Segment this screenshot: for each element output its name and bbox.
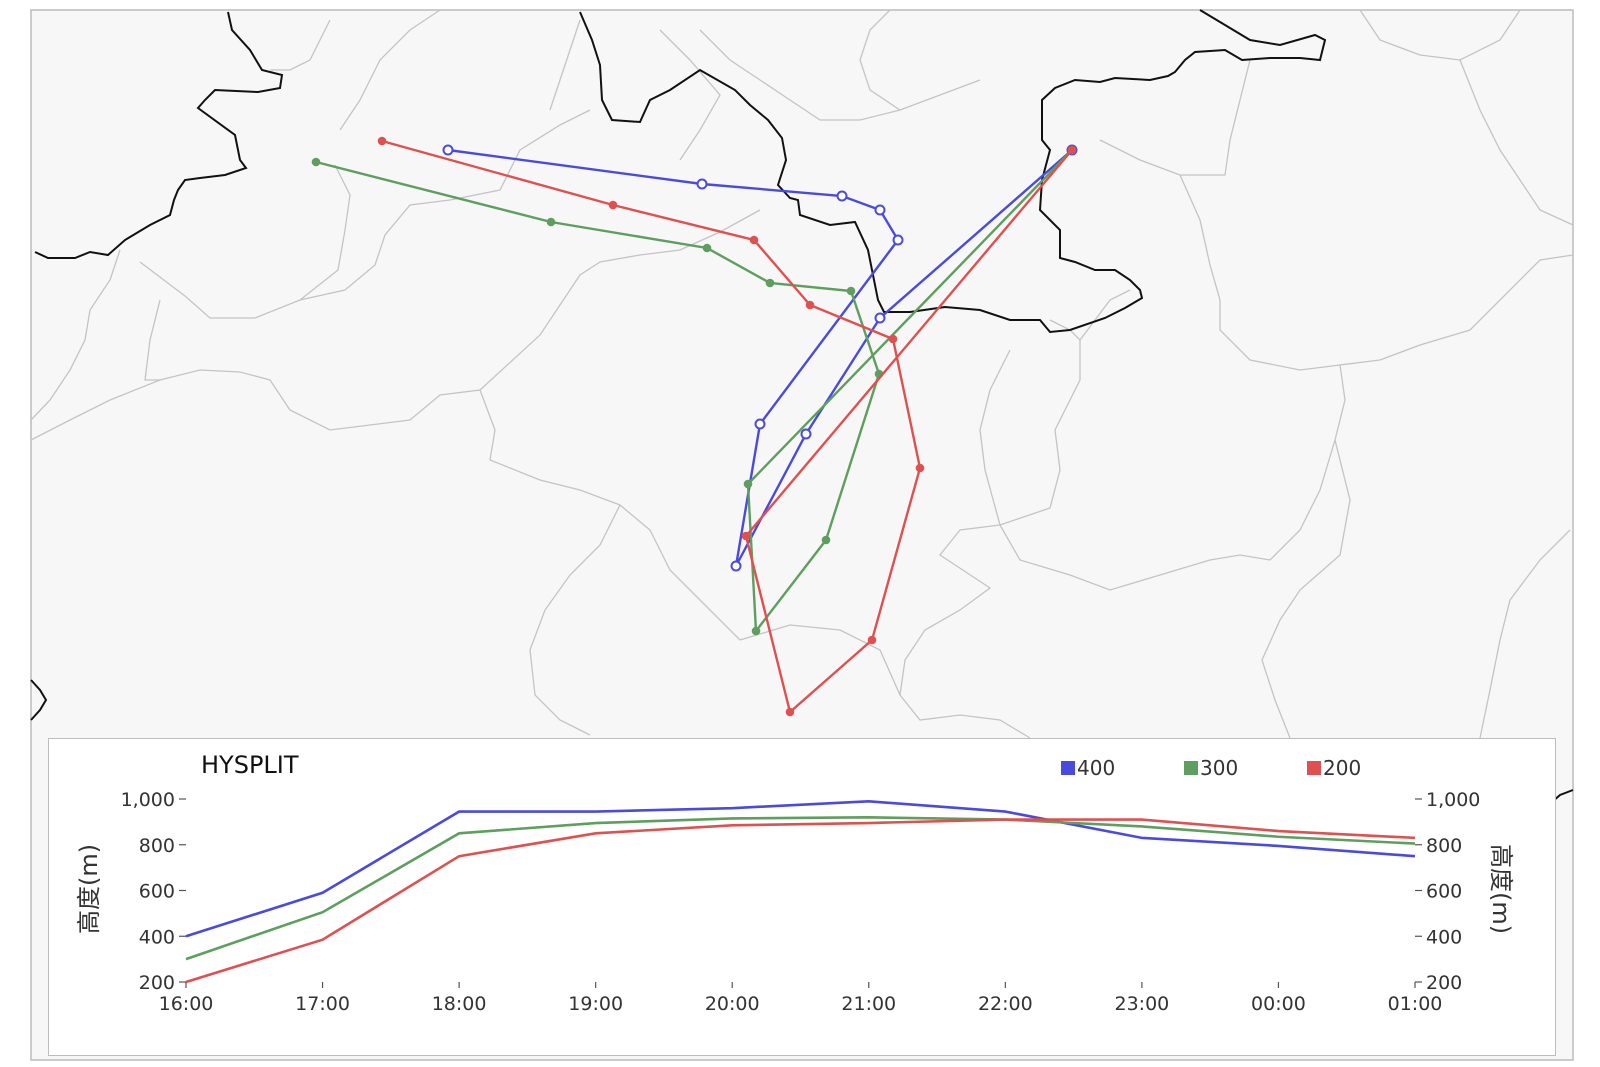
trajectory-point-200-6 bbox=[805, 300, 815, 310]
trajectory-point-300-5 bbox=[846, 286, 856, 296]
y-tick-label-left: 400 bbox=[139, 926, 175, 948]
trajectory-point-400-4 bbox=[754, 418, 766, 430]
y-ticks-left: 1,000 800 600 400 200 bbox=[121, 789, 186, 994]
trajectory-200 bbox=[377, 136, 1077, 717]
trajectory-point-200-8 bbox=[608, 200, 618, 210]
trajectory-point-200-7 bbox=[749, 235, 759, 245]
trajectory-point-300-8 bbox=[546, 217, 556, 227]
altitude-lines bbox=[185, 799, 1416, 984]
altitude-chart: HYSPLIT 400 300 200 高度(m) 高度(m) 1,000 800… bbox=[75, 751, 1515, 1015]
altitude-series-200 bbox=[185, 818, 1416, 984]
trajectory-400 bbox=[442, 144, 1078, 572]
x-tick-label: 21:00 bbox=[841, 993, 896, 1015]
legend-swatch-400 bbox=[1061, 761, 1075, 775]
x-tick-label: 17:00 bbox=[295, 993, 350, 1015]
x-tick-label: 01:00 bbox=[1388, 993, 1443, 1015]
trajectory-point-400-2 bbox=[800, 428, 812, 440]
y-tick-label-left: 200 bbox=[139, 972, 175, 994]
x-tick-label: 20:00 bbox=[705, 993, 760, 1015]
altitude-series-400 bbox=[185, 799, 1416, 938]
trajectory-point-400-3 bbox=[730, 560, 742, 572]
legend-label-200: 200 bbox=[1323, 756, 1361, 780]
y-ticks-right: 1,000 800 600 400 200 bbox=[1415, 789, 1480, 994]
trajectory-line-200 bbox=[381, 139, 1073, 715]
x-tick-label: 18:00 bbox=[432, 993, 487, 1015]
trajectory-point-300-6 bbox=[765, 278, 775, 288]
legend-label-400: 400 bbox=[1077, 756, 1115, 780]
trajectory-point-400-7 bbox=[836, 190, 848, 202]
y-tick-label-left: 800 bbox=[139, 835, 175, 857]
county-borders bbox=[30, 9, 1574, 739]
x-tick-label: 23:00 bbox=[1115, 993, 1170, 1015]
trajectory-point-300-1 bbox=[743, 479, 753, 489]
y-tick-label-right: 800 bbox=[1426, 835, 1462, 857]
y-axis-title-left: 高度(m) bbox=[75, 844, 103, 934]
x-tick-label: 16:00 bbox=[159, 993, 214, 1015]
trajectory-point-200-3 bbox=[867, 635, 877, 645]
trajectory-point-300-9 bbox=[311, 157, 321, 167]
trajectory-point-400-5 bbox=[892, 234, 904, 246]
trajectory-point-400-9 bbox=[442, 144, 454, 156]
trajectory-point-400-8 bbox=[696, 178, 708, 190]
x-tick-label: 22:00 bbox=[978, 993, 1033, 1015]
chart-title: HYSPLIT bbox=[201, 751, 299, 779]
trajectory-line-400 bbox=[447, 148, 1073, 567]
trajectory-point-400-6 bbox=[874, 204, 886, 216]
trajectory-layer bbox=[311, 136, 1078, 717]
legend-swatch-300 bbox=[1184, 761, 1198, 775]
trajectory-point-300-2 bbox=[751, 626, 761, 636]
y-tick-label-right: 400 bbox=[1426, 926, 1462, 948]
trajectory-point-200-9 bbox=[377, 136, 387, 146]
x-tick-label: 19:00 bbox=[568, 993, 623, 1015]
y-tick-label-right: 200 bbox=[1426, 972, 1462, 994]
legend-swatch-200 bbox=[1307, 761, 1321, 775]
trajectory-point-200-0 bbox=[1067, 145, 1077, 155]
x-tick-label: 00:00 bbox=[1251, 993, 1306, 1015]
altitude-panel: HYSPLIT 400 300 200 高度(m) 高度(m) 1,000 800… bbox=[48, 738, 1556, 1056]
y-tick-label-right: 1,000 bbox=[1426, 789, 1480, 811]
trajectory-point-200-2 bbox=[785, 707, 795, 717]
legend: 400 300 200 bbox=[1061, 756, 1361, 780]
y-tick-label-right: 600 bbox=[1426, 881, 1462, 903]
y-tick-label-left: 600 bbox=[139, 881, 175, 903]
trajectory-point-400-1 bbox=[874, 312, 886, 324]
trajectory-point-200-1 bbox=[741, 531, 751, 541]
x-ticks: 16:00 17:00 18:00 19:00 20:00 21:00 22:00 23:00… bbox=[159, 982, 1443, 1015]
altitude-series-300 bbox=[185, 815, 1416, 961]
y-tick-label-left: 1,000 bbox=[121, 789, 175, 811]
y-axis-title-right: 高度(m) bbox=[1487, 844, 1515, 934]
trajectory-point-300-3 bbox=[821, 535, 831, 545]
trajectory-point-200-5 bbox=[888, 334, 898, 344]
trajectory-point-300-7 bbox=[702, 243, 712, 253]
trajectory-point-200-4 bbox=[915, 463, 925, 473]
legend-label-300: 300 bbox=[1200, 756, 1238, 780]
